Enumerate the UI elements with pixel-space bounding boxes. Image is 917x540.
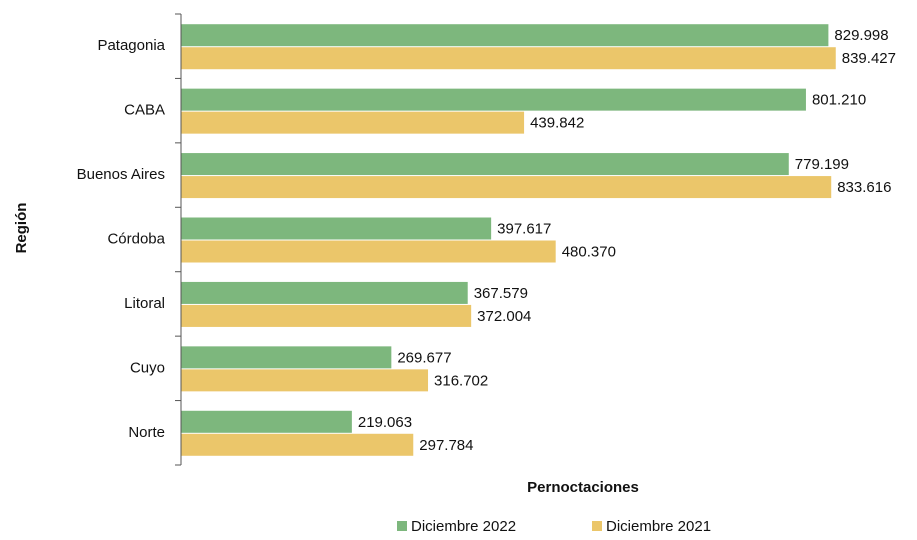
bar [181, 111, 525, 134]
data-label: 801.210 [812, 92, 866, 109]
data-label: 833.616 [837, 179, 891, 196]
data-label: 839.427 [842, 50, 896, 67]
y-tick-label: Norte [128, 424, 165, 441]
y-tick-label: Patagonia [97, 37, 165, 54]
y-axis-label: Región [13, 203, 30, 254]
data-label: 269.677 [397, 349, 451, 366]
data-label: 480.370 [562, 243, 616, 260]
legend-swatch [592, 521, 602, 531]
bar [181, 47, 836, 70]
bar [181, 24, 829, 47]
data-label: 397.617 [497, 220, 551, 237]
data-label: 439.842 [530, 115, 584, 132]
data-label: 779.199 [795, 156, 849, 173]
bar [181, 433, 414, 456]
y-tick-label: CABA [124, 102, 165, 119]
y-tick-label: Litoral [124, 295, 165, 312]
x-axis-label: Pernoctaciones [527, 479, 639, 496]
bar [181, 88, 806, 111]
legend-label: Diciembre 2022 [411, 518, 516, 535]
bar [181, 217, 492, 240]
data-label: 219.063 [358, 414, 412, 431]
bar [181, 176, 832, 199]
data-label: 372.004 [477, 308, 531, 325]
legend-label: Diciembre 2021 [606, 518, 711, 535]
bar [181, 369, 429, 392]
y-tick-label: Buenos Aires [77, 166, 165, 183]
bar [181, 410, 352, 433]
data-label: 829.998 [834, 27, 888, 44]
bar [181, 153, 789, 176]
data-label: 367.579 [474, 285, 528, 302]
bar [181, 240, 556, 263]
y-tick-label: Cuyo [130, 359, 165, 376]
data-label: 297.784 [419, 437, 473, 454]
legend-swatch [397, 521, 407, 531]
bar [181, 346, 392, 369]
data-label: 316.702 [434, 372, 488, 389]
bar [181, 304, 472, 327]
y-tick-label: Córdoba [107, 230, 165, 247]
bar [181, 281, 468, 304]
